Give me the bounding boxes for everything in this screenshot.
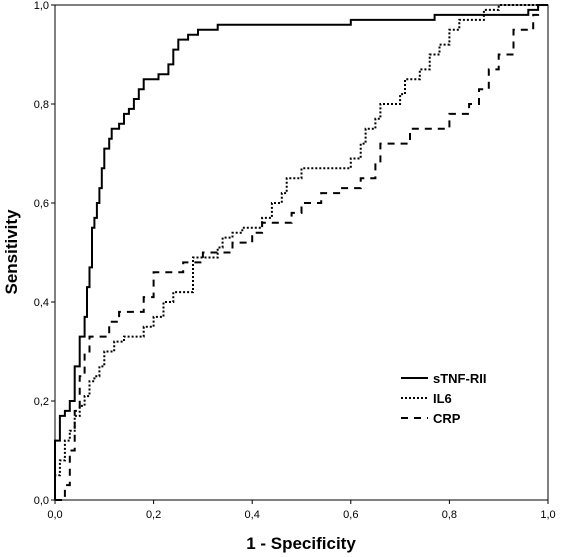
- y-tick-label: 0,0: [34, 495, 49, 507]
- series-line-il6: [54, 4, 548, 500]
- x-tick-label: 0,8: [442, 509, 457, 521]
- series-layer: [54, 4, 548, 501]
- x-tick-label: 0,2: [146, 509, 161, 521]
- x-tick-label: 0,6: [343, 509, 358, 521]
- y-tick-label: 0,6: [34, 198, 49, 210]
- series-line-crp: [55, 4, 548, 501]
- y-axis-title: Sensitivity: [2, 209, 21, 295]
- x-tick-label: 0,0: [47, 509, 62, 521]
- y-tick-label: 0,4: [34, 297, 49, 309]
- legend: sTNF-RII IL6 CRP: [401, 371, 486, 426]
- y-tick-label: 0,2: [34, 396, 49, 408]
- x-axis-title: 1 - Specificity: [246, 534, 356, 553]
- x-tick-label: 0,4: [245, 509, 260, 521]
- x-tick-label: 1,0: [540, 509, 555, 521]
- x-axis-ticks: 0,0 0,2 0,4 0,6 0,8 1,0: [47, 500, 556, 521]
- y-tick-label: 0,8: [34, 99, 49, 111]
- y-axis-ticks: 0,0 0,2 0,4 0,6 0,8 1,0: [34, 0, 55, 507]
- legend-label: CRP: [433, 411, 461, 426]
- plot-frame: [54, 4, 549, 501]
- legend-label: sTNF-RII: [433, 371, 486, 386]
- series-line-stnf-rii: [54, 4, 548, 500]
- y-tick-label: 1,0: [34, 0, 49, 12]
- legend-label: IL6: [433, 391, 452, 406]
